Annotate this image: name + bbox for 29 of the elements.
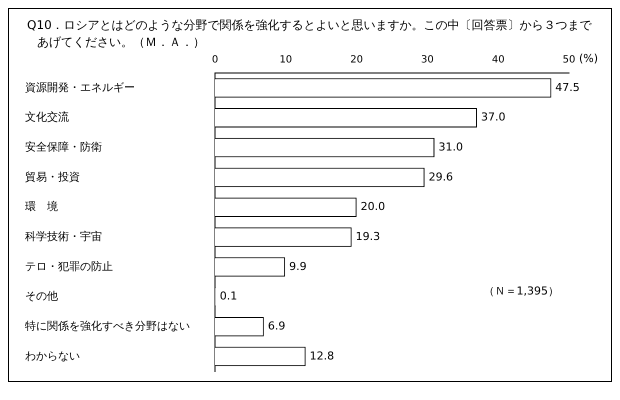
data-label: 19.3 <box>356 230 380 243</box>
y-tick-label: 環 境 <box>25 200 58 214</box>
y-tick-label: テロ・犯罪の防止 <box>25 260 113 273</box>
y-tick-label: 安全保障・防衛 <box>25 140 102 154</box>
data-label: 12.8 <box>310 349 334 362</box>
x-tick-label: 20 <box>350 54 363 66</box>
y-tick-label: 特に関係を強化すべき分野はない <box>25 320 190 332</box>
y-tick-label: わからない <box>25 349 80 362</box>
x-axis-title: (%) <box>579 52 598 65</box>
y-tick-label: 文化交流 <box>25 110 69 124</box>
x-tick-label: 50 <box>562 54 576 66</box>
y-tick-label: 資源開発・エネルギー <box>25 80 135 94</box>
y-tick-label: 貿易・投資 <box>25 170 80 184</box>
data-label: 0.1 <box>220 290 238 303</box>
data-label: 47.5 <box>555 80 580 94</box>
data-label: 6.9 <box>268 320 286 332</box>
data-label: 29.6 <box>428 170 454 184</box>
data-label: 20.0 <box>360 200 386 214</box>
x-tick-label: 40 <box>492 54 505 66</box>
y-tick-label: その他 <box>25 290 58 303</box>
x-tick-label: 10 <box>279 54 292 66</box>
annotation: （Ｎ＝1,395） <box>484 284 559 298</box>
chart-title: Q10．ロシアとはどのような分野で関係を強化するとよいと思いますか。この中〔回答票〕から３つまであげてください。（Ｍ．Ａ．） <box>26 17 593 51</box>
x-tick-label: 30 <box>421 54 434 66</box>
data-label: 31.0 <box>438 140 463 154</box>
y-tick-label: 科学技術・宇宙 <box>25 230 102 243</box>
x-tick-label: 0 <box>212 54 218 66</box>
data-label: 9.9 <box>289 260 307 273</box>
data-label: 37.0 <box>480 110 506 124</box>
